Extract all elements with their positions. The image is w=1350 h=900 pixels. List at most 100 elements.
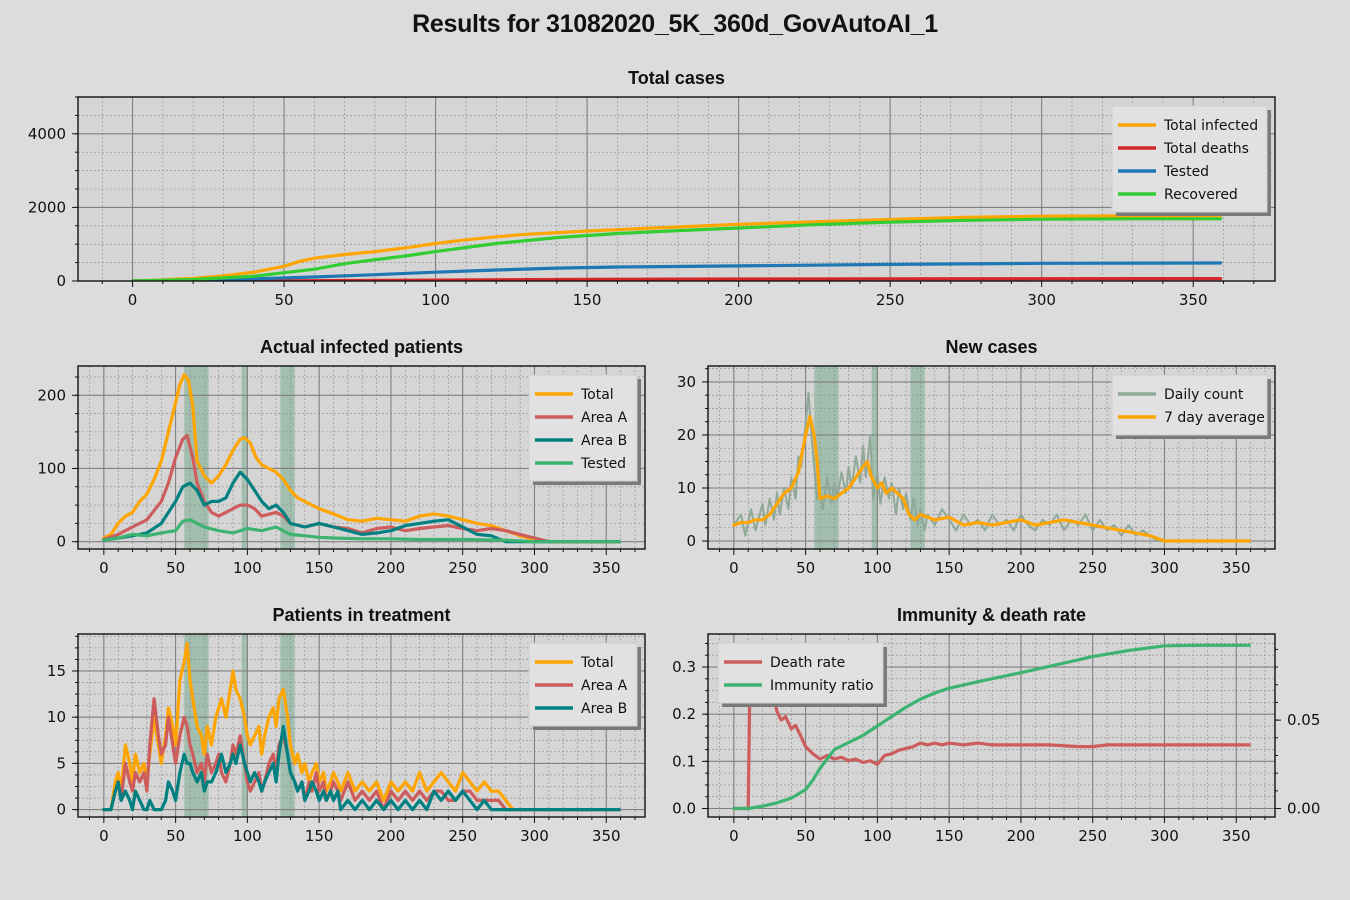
x-tick-label: 350: [1222, 559, 1251, 577]
series-tested: [130, 261, 1223, 281]
x-tick-label: 150: [573, 291, 602, 309]
x-tick-label: 0: [99, 559, 109, 577]
legend-label: Total infected: [1163, 118, 1258, 134]
y-tick-label: 15: [47, 662, 66, 680]
x-tick-label: 300: [520, 559, 549, 577]
x-tick-label: 350: [592, 559, 621, 577]
chart-immunity: 0 50 100 150 200 250 300 350 0.0 0.1 0.2 0.3 0.00 0.0…: [672, 605, 1320, 845]
x-tick-label: 350: [1179, 291, 1208, 309]
shaded-interval: [871, 366, 878, 549]
legend-label: Total: [580, 655, 614, 671]
y-tick-label: 10: [677, 479, 696, 497]
legend-label: Area A: [581, 410, 628, 426]
x-tick-label: 200: [1007, 559, 1036, 577]
x-tick-label: 200: [1007, 827, 1036, 845]
y-tick-label: 4000: [28, 125, 66, 143]
x-tick-label: 200: [377, 559, 406, 577]
y-tick-label: 0.0: [672, 800, 696, 818]
series-recovered: [130, 217, 1223, 281]
series-total: [102, 373, 621, 544]
x-tick-label: 50: [166, 827, 185, 845]
series-total: [102, 641, 621, 812]
legend: Total infected Total deaths Tested Recovere…: [1111, 105, 1271, 216]
y-tick-label: 5: [56, 754, 66, 772]
legend-label: Recovered: [1164, 187, 1238, 203]
chart-title: Actual infected patients: [260, 337, 463, 357]
plot-frame: [707, 365, 1276, 550]
x-tick-label: 350: [592, 827, 621, 845]
x-tick-label: 300: [1150, 559, 1179, 577]
x-tick-label: 150: [935, 827, 964, 845]
legend-label: Tested: [1163, 164, 1209, 180]
legend-label: 7 day average: [1164, 410, 1265, 426]
x-tick-label: 200: [377, 827, 406, 845]
legend-label: Area B: [581, 433, 627, 449]
series-area-b: [102, 470, 621, 544]
y-tick-label: 200: [37, 386, 66, 404]
x-tick-label: 100: [233, 559, 262, 577]
legend-label: Daily count: [1164, 387, 1244, 403]
x-tick-label: 300: [520, 827, 549, 845]
y-right-tick-label: 0.00: [1287, 800, 1320, 818]
plot-frame: [77, 633, 646, 818]
x-tick-label: 50: [275, 291, 294, 309]
y-tick-label: 0: [56, 272, 66, 290]
chart-total-cases: 0 50 100 150 200 250 300 350 0 2000 4000 Total case…: [28, 68, 1276, 309]
x-tick-label: 100: [233, 827, 262, 845]
series-tested: [102, 518, 621, 544]
y-tick-label: 0: [56, 801, 66, 819]
series-area-b: [102, 724, 621, 812]
y-right-tick-label: 0.05: [1287, 711, 1320, 729]
y-tick-label: 0: [686, 532, 696, 550]
x-tick-label: 250: [1078, 559, 1107, 577]
legend: Death rate Immunity ratio: [717, 642, 887, 707]
chart-in-treatment: 0 50 100 150 200 250 300 350 0 5 10 15 Patients in t…: [47, 605, 646, 845]
legend-label: Total deaths: [1163, 141, 1249, 157]
y-tick-label: 0.1: [672, 752, 696, 770]
series-immunity-ratio: [732, 643, 1251, 811]
x-tick-label: 150: [305, 827, 334, 845]
y-tick-label: 0.3: [672, 658, 696, 676]
legend-box: [1111, 374, 1268, 436]
legend-box: [717, 642, 884, 704]
legend-label: Death rate: [770, 655, 845, 671]
y-tick-label: 0.2: [672, 705, 696, 723]
chart-new-cases: 0 50 100 150 200 250 300 350 0 10 20 30 New cases Dai…: [677, 337, 1276, 577]
plot-inner: [78, 97, 1275, 281]
legend-label: Area A: [581, 678, 628, 694]
x-tick-label: 0: [99, 827, 109, 845]
x-tick-label: 150: [305, 559, 334, 577]
y-tick-label: 10: [47, 708, 66, 726]
plot-inner: [708, 634, 1275, 817]
figure-title: Results for 31082020_5K_360d_GovAutoAI_1: [412, 10, 938, 38]
x-tick-label: 50: [796, 559, 815, 577]
y-tick-label: 100: [37, 459, 66, 477]
x-tick-label: 200: [724, 291, 753, 309]
legend-label: Area B: [581, 701, 627, 717]
x-tick-label: 0: [128, 291, 138, 309]
legend-label: Immunity ratio: [770, 678, 874, 694]
legend: Daily count 7 day average: [1111, 374, 1271, 439]
x-tick-label: 300: [1027, 291, 1056, 309]
x-tick-label: 50: [166, 559, 185, 577]
x-tick-label: 100: [863, 559, 892, 577]
x-tick-label: 0: [729, 559, 739, 577]
series-daily-count: [732, 391, 1251, 542]
x-tick-label: 100: [421, 291, 450, 309]
x-tick-label: 150: [935, 559, 964, 577]
series-7-day-average: [732, 414, 1251, 543]
shaded-interval: [280, 366, 295, 549]
chart-title: Patients in treatment: [272, 605, 450, 625]
chart-title: New cases: [945, 337, 1037, 357]
x-tick-label: 100: [863, 827, 892, 845]
x-tick-label: 300: [1150, 827, 1179, 845]
plot-frame: [77, 365, 646, 550]
x-tick-label: 50: [796, 827, 815, 845]
chart-title: Total cases: [628, 68, 725, 88]
series-area-a: [102, 697, 621, 812]
chart-actual-infected: 0 50 100 150 200 250 300 350 0 100 200 Actual infec…: [37, 337, 646, 577]
y-tick-label: 0: [56, 533, 66, 551]
y-tick-label: 2000: [28, 198, 66, 216]
x-tick-label: 250: [1078, 827, 1107, 845]
x-tick-label: 0: [729, 827, 739, 845]
